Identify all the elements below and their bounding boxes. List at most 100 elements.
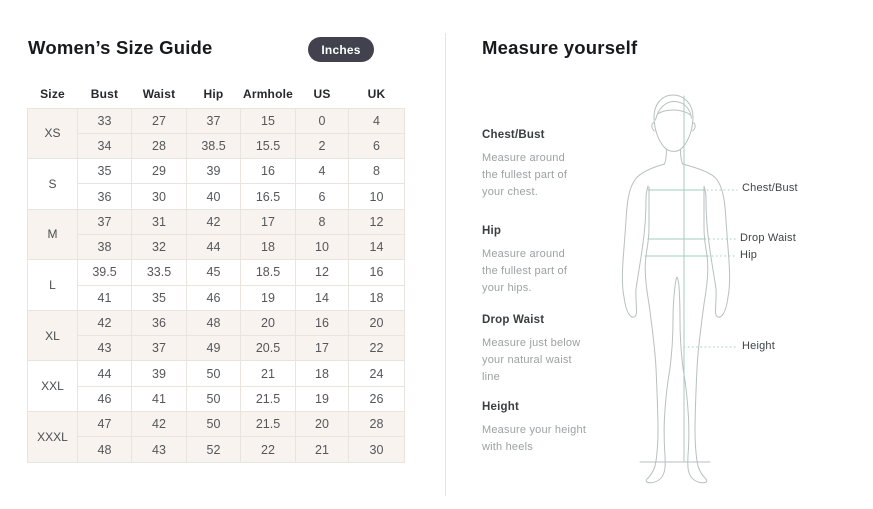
panel-divider [445, 33, 446, 496]
measurement-cell: 14 [295, 284, 349, 311]
diagram-label-hip: Hip [740, 249, 758, 261]
diagram-label-height: Height [742, 340, 775, 352]
measurement-cell: 18.5 [240, 259, 296, 286]
measurement-cell: 50 [186, 411, 241, 438]
measurement-cell: 48 [77, 436, 132, 463]
measurement-cell: 20.5 [240, 335, 296, 362]
measurement-cell: 48 [186, 309, 241, 337]
instruction-text: Measure around the fullest part of your … [482, 248, 568, 294]
measurement-cell: 27 [131, 107, 187, 134]
measurement-cell: 29 [131, 158, 187, 185]
measurement-cell: 47 [77, 411, 132, 438]
measurement-cell: 17 [240, 208, 296, 235]
measurement-cell: 41 [77, 284, 132, 311]
measurement-cell: 36 [77, 183, 132, 210]
measurement-cell: 38.5 [186, 132, 241, 160]
measurement-cell: 42 [186, 208, 241, 235]
size-label: L [27, 259, 78, 311]
measurement-cell: 37 [77, 208, 132, 235]
measurement-cell: 10 [295, 233, 349, 261]
measurement-cell: 16 [240, 158, 296, 185]
measurement-cell: 21.5 [240, 411, 296, 438]
measurement-cell: 34 [77, 132, 132, 160]
size-table: Size Bust Waist Hip Armhole US UK XS 33 27 37 15 0 4… [27, 81, 405, 463]
size-row: 41 35 46 19 14 18 [28, 284, 405, 311]
column-header: Waist [131, 81, 187, 108]
measurement-cell: 19 [240, 284, 296, 311]
size-label: XL [27, 309, 78, 362]
size-row: XL 42 36 48 20 16 20 [27, 309, 405, 362]
instruction-hip: Hip Measure around the fullest part of y… [482, 225, 607, 297]
instruction-height: Height Measure your height with heels [482, 401, 607, 456]
measurement-cell: 42 [131, 411, 187, 438]
measurement-cell: 6 [295, 183, 349, 210]
measurement-cell: 18 [295, 360, 349, 387]
measurement-cell: 8 [348, 158, 405, 185]
column-header: US [295, 81, 349, 108]
measurement-cell: 44 [77, 360, 132, 387]
instruction-label: Chest/Bust [482, 129, 545, 141]
instruction-label: Hip [482, 225, 502, 237]
measurement-cell: 15.5 [240, 132, 296, 160]
measurement-cell: 21 [295, 436, 349, 463]
instruction-text: Measure your height with heels [482, 424, 587, 453]
measurement-cell: 10 [348, 183, 405, 210]
column-header: Bust [77, 81, 132, 108]
measurement-cell: 16 [295, 309, 349, 337]
measurement-cell: 8 [295, 208, 349, 235]
size-row: M 37 31 42 17 8 12 [27, 208, 405, 261]
measurement-cell: 39 [131, 360, 187, 387]
measurement-cell: 20 [348, 309, 405, 337]
measurement-cell: 39.5 [77, 259, 132, 286]
size-guide-panel: Women’s Size Guide Inches Size Bust Waist H… [27, 37, 405, 463]
measurement-cell: 21 [240, 360, 296, 387]
instruction-text: Measure around the fullest part of your … [482, 152, 568, 198]
column-header: Armhole [240, 81, 296, 108]
measurement-cell: 4 [348, 107, 405, 134]
measurement-cell: 50 [186, 385, 241, 413]
measurement-cell: 6 [348, 132, 405, 160]
diagram-label-chest: Chest/Bust [742, 182, 798, 194]
measurement-cell: 30 [348, 436, 405, 463]
measurement-cell: 15 [240, 107, 296, 134]
size-row: XXL 44 39 50 21 18 24 [27, 360, 405, 413]
measurement-cell: 12 [295, 259, 349, 286]
size-row: XXXL 47 42 50 21.5 20 28 [27, 411, 405, 463]
instruction-chest: Chest/Bust Measure around the fullest pa… [482, 129, 607, 201]
measurement-cell: 14 [348, 233, 405, 261]
measurement-cell: 50 [186, 360, 241, 387]
size-row: L 39.5 33.5 45 18.5 12 16 [27, 259, 405, 311]
measure-yourself-panel: Measure yourself Chest/Bust Measure arou… [445, 0, 873, 509]
column-header: Hip [186, 81, 241, 108]
measurement-cell: 18 [240, 233, 296, 261]
size-label: XXL [27, 360, 78, 413]
size-row: 48 43 52 22 21 30 [28, 436, 405, 463]
diagram-label-drop-waist: Drop Waist [740, 232, 796, 244]
measurement-cell: 49 [186, 335, 241, 362]
measurement-cell: 42 [77, 309, 132, 337]
size-label: S [27, 158, 78, 210]
size-label: XXXL [27, 411, 78, 463]
measurement-cell: 33.5 [131, 259, 187, 286]
size-row: 46 41 50 21.5 19 26 [28, 385, 405, 413]
measurement-cell: 22 [348, 335, 405, 362]
measurement-cell: 36 [131, 309, 187, 337]
measurement-cell: 4 [295, 158, 349, 185]
instruction-label: Drop Waist [482, 314, 545, 326]
size-row: 34 28 38.5 15.5 2 6 [28, 132, 405, 160]
measurement-cell: 2 [295, 132, 349, 160]
column-header: Size [27, 81, 78, 108]
measurement-cell: 21.5 [240, 385, 296, 413]
size-row: XS 33 27 37 15 0 4 [27, 107, 405, 160]
measurement-cell: 19 [295, 385, 349, 413]
unit-toggle-button[interactable]: Inches [308, 37, 374, 62]
measurement-cell: 46 [186, 284, 241, 311]
size-row: 38 32 44 18 10 14 [28, 233, 405, 261]
measurement-cell: 16.5 [240, 183, 296, 210]
measurement-cell: 20 [240, 309, 296, 337]
measurement-cell: 24 [348, 360, 405, 387]
body-figure-icon [621, 94, 738, 484]
measurement-cell: 43 [131, 436, 187, 463]
measurement-cell: 22 [240, 436, 296, 463]
